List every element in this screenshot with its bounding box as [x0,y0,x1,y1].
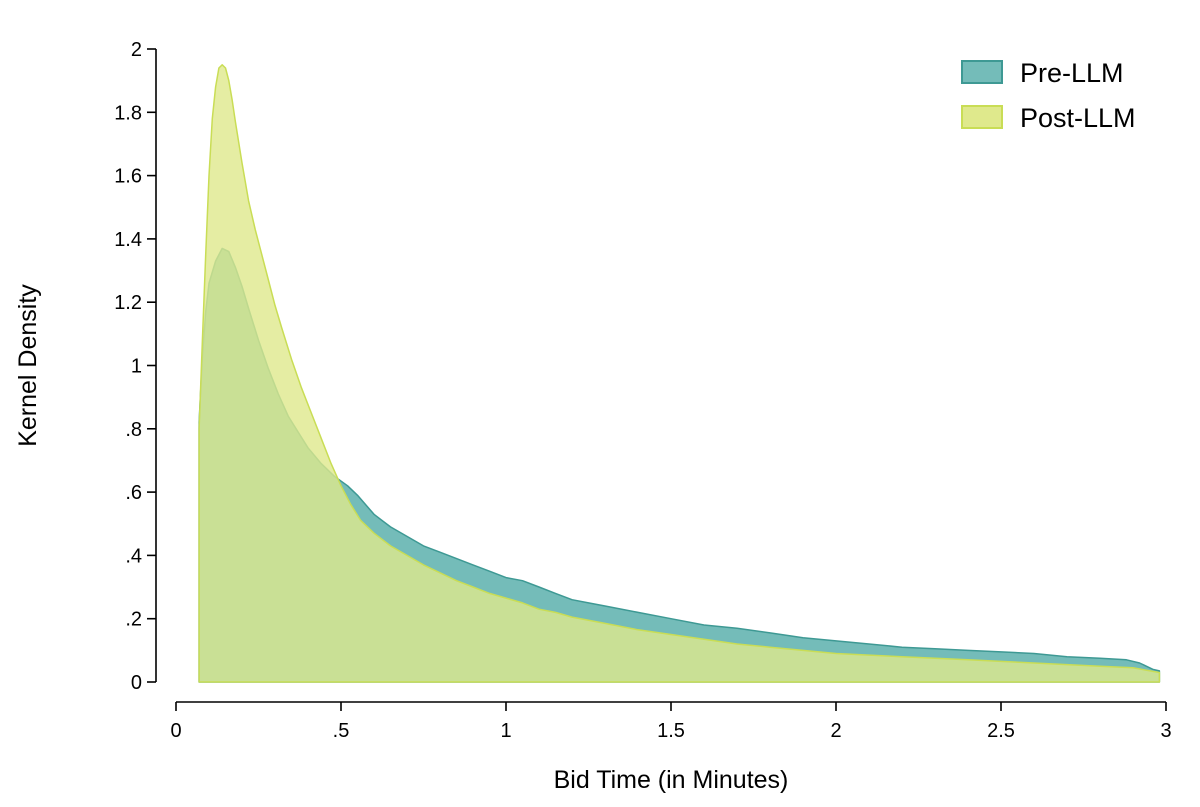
y-tick-label: .4 [125,545,142,567]
y-tick-label: 2 [131,39,142,61]
legend-swatch [961,105,1003,129]
legend-label: Pre-LLM [1020,58,1124,88]
plot-areas [198,64,1161,683]
x-axis-title: Bid Time (in Minutes) [554,766,789,794]
y-tick-label: 1.6 [114,166,142,188]
axes: 0 .2 .4 .6 .8 1 1.2 1.4 1.6 1.8 2 0 .5 1 1.5 2 2.5 3 [114,39,1171,742]
x-tick-label: 3 [1160,720,1171,742]
x-tick-label: .5 [333,720,350,742]
x-tick-label: 2 [830,720,841,742]
y-tick-label: 1 [131,356,142,378]
y-axis-title: Kernel Density [14,284,42,447]
area-post-llm [198,64,1161,683]
x-tick-label: 2.5 [987,720,1015,742]
x-tick-label: 0 [170,720,181,742]
y-tick-label: 0 [131,672,142,694]
y-tick-label: .2 [125,609,142,631]
y-tick-label: 1.8 [114,102,142,124]
y-tick-label: 1.4 [114,229,142,251]
legend-label: Post-LLM [1020,103,1136,133]
x-tick-label: 1 [500,720,511,742]
y-tick-label: .8 [125,419,142,441]
y-tick-label: .6 [125,482,142,504]
legend: Pre-LLM Post-LLM [961,58,1136,133]
x-tick-label: 1.5 [657,720,685,742]
y-tick-label: 1.2 [114,292,142,314]
legend-swatch [961,60,1003,84]
